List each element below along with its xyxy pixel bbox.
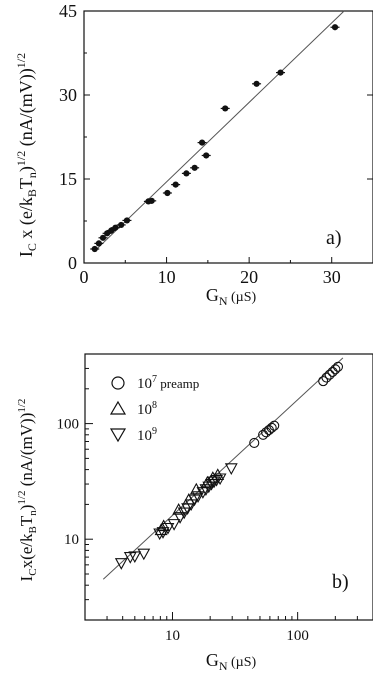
- data-point: [172, 181, 179, 188]
- data-point-circle: [321, 372, 332, 383]
- panel-a-label: a): [326, 227, 342, 249]
- data-point: [203, 152, 210, 159]
- fit-line: [93, 10, 345, 253]
- x-tick-label: 10: [158, 267, 176, 287]
- data-point: [91, 245, 98, 253]
- panel-b-y-axis-label: ICx(e/kBTn)1/2 (nA/(mV))1/2: [16, 399, 39, 582]
- data-point-triangle-down: [128, 551, 142, 564]
- x-tick-label: 30: [323, 267, 341, 287]
- y-tick-label: 45: [59, 1, 77, 21]
- panel-b-data-points: [114, 361, 344, 570]
- data-point-triangle-down: [114, 558, 128, 570]
- data-point-triangle-down: [210, 474, 223, 487]
- fit-line: [102, 357, 344, 580]
- data-point-triangle-down: [213, 473, 227, 486]
- data-point-triangle-down: [196, 487, 210, 499]
- data-point-triangle-down: [191, 491, 205, 503]
- data-point-triangle-up: [172, 503, 186, 515]
- data-point-triangle-up: [189, 482, 203, 495]
- legend-label-1e7: 107 preamp: [137, 374, 199, 392]
- legend-label-1e9: 109: [137, 426, 157, 444]
- y-tick-label: 15: [59, 169, 77, 189]
- data-point: [164, 189, 171, 197]
- data-point-triangle-down: [167, 519, 181, 531]
- data-point-circle: [330, 364, 341, 375]
- data-point-triangle-down: [224, 463, 238, 476]
- data-point: [253, 80, 260, 87]
- panel-a-x-axis-label: GN (µS): [206, 285, 257, 308]
- x-tick-label: 20: [240, 267, 258, 287]
- data-point: [198, 139, 206, 146]
- data-point: [222, 105, 229, 112]
- data-point-circle: [269, 420, 280, 431]
- data-point-triangle-down: [202, 481, 216, 494]
- data-point-triangle-down: [199, 484, 213, 496]
- panel-a-y-axis-label: IC x (e/kBTn)1/2 (nA/(mV))1/2: [14, 53, 39, 257]
- panel-a-ticks: 0 10 20 30 0 15 30 45: [59, 1, 373, 287]
- data-point-circle: [249, 437, 260, 449]
- panel-b-legend: 107 preamp 108 109: [109, 374, 199, 444]
- data-point-circle: [324, 369, 335, 380]
- data-point-circle: [266, 422, 277, 433]
- data-point-triangle-down: [156, 527, 170, 539]
- x-tick-label: 10: [165, 628, 180, 644]
- panel-b-fit-line: [102, 357, 344, 580]
- y-tick-label: 10: [64, 532, 79, 548]
- data-point-triangle-down: [207, 476, 221, 489]
- data-point-triangle-down: [205, 478, 218, 491]
- x-tick-label: 100: [286, 628, 309, 644]
- data-point-triangle-up: [157, 519, 171, 532]
- data-point-triangle-down: [153, 528, 167, 541]
- x-tick-label: 0: [80, 267, 89, 287]
- panel-b-ticks: 10 100 10 100: [57, 367, 358, 644]
- data-point-circle: [327, 366, 338, 377]
- data-point: [148, 197, 155, 204]
- data-point: [277, 69, 284, 76]
- panel-a-plot-frame: [83, 10, 373, 264]
- y-tick-label: 30: [59, 85, 77, 105]
- data-point: [95, 240, 102, 247]
- panel-b-plot-frame: [84, 353, 373, 621]
- panel-a: 0 10 20 30 0 15 30 45 a) GN (µS) IC x (e/kBTn)1…: [14, 1, 373, 308]
- data-point: [331, 24, 339, 31]
- panel-a-fit-line: [93, 10, 345, 253]
- data-point: [118, 221, 125, 229]
- legend-marker-triangle-up: [109, 400, 127, 415]
- panel-b-x-axis-label: GN (µS): [206, 650, 257, 673]
- data-point: [99, 234, 107, 241]
- panel-a-data-points: [90, 24, 340, 253]
- data-point-triangle-down: [161, 522, 175, 535]
- legend-label-1e8: 108: [137, 400, 157, 418]
- data-point: [183, 170, 190, 177]
- y-tick-label: 0: [68, 253, 77, 273]
- panel-b-label: b): [332, 571, 349, 593]
- data-point-circle: [318, 376, 329, 387]
- y-tick-label: 100: [57, 417, 80, 433]
- legend-marker-triangle-down: [109, 428, 127, 443]
- data-point: [123, 217, 131, 224]
- legend-marker-circle: [111, 376, 125, 390]
- data-point-circle: [332, 361, 344, 372]
- data-point: [112, 224, 119, 231]
- panel-b: 10 100 10 100 107 preamp 108 109 b) GN (µS)…: [16, 353, 373, 673]
- data-point-triangle-down: [173, 512, 187, 524]
- data-point: [191, 164, 198, 171]
- data-point-triangle-down: [137, 548, 151, 561]
